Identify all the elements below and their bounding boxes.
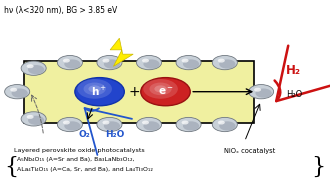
Text: O₂: O₂ bbox=[79, 130, 91, 139]
Circle shape bbox=[26, 64, 34, 68]
Text: NiOₓ cocatalyst: NiOₓ cocatalyst bbox=[224, 148, 275, 154]
Circle shape bbox=[142, 121, 149, 125]
Text: ALa₄Ti₄O₁₅ (A=Ca, Sr, and Ba), and La₄Ti₃O₁₂: ALa₄Ti₄O₁₅ (A=Ca, Sr, and Ba), and La₄Ti… bbox=[17, 167, 153, 172]
Polygon shape bbox=[110, 38, 133, 66]
Circle shape bbox=[21, 61, 46, 75]
Circle shape bbox=[64, 121, 80, 131]
Circle shape bbox=[83, 83, 106, 95]
Circle shape bbox=[219, 121, 235, 131]
Circle shape bbox=[218, 121, 225, 125]
Circle shape bbox=[212, 56, 237, 70]
Circle shape bbox=[63, 59, 70, 63]
Circle shape bbox=[88, 85, 101, 92]
Circle shape bbox=[28, 116, 44, 125]
Text: e$^-$: e$^-$ bbox=[158, 86, 173, 97]
Circle shape bbox=[141, 78, 190, 106]
Circle shape bbox=[75, 78, 124, 106]
Text: H₂: H₂ bbox=[286, 64, 301, 77]
Circle shape bbox=[254, 88, 261, 92]
FancyArrowPatch shape bbox=[85, 108, 132, 155]
Circle shape bbox=[256, 88, 272, 98]
Circle shape bbox=[5, 84, 30, 99]
Circle shape bbox=[136, 117, 162, 132]
Circle shape bbox=[149, 83, 172, 95]
Circle shape bbox=[183, 59, 199, 69]
Circle shape bbox=[154, 85, 167, 92]
Circle shape bbox=[10, 88, 17, 92]
Circle shape bbox=[143, 121, 160, 131]
Text: hν (λ<320 nm), BG > 3.85 eV: hν (λ<320 nm), BG > 3.85 eV bbox=[4, 6, 117, 15]
Circle shape bbox=[77, 79, 112, 99]
Circle shape bbox=[143, 59, 160, 69]
Text: A₅Nb₄O₁₅ (A=Sr and Ba), Ba₃LaNb₃O₁₂,: A₅Nb₄O₁₅ (A=Sr and Ba), Ba₃LaNb₃O₁₂, bbox=[17, 157, 135, 162]
Text: }: } bbox=[311, 156, 325, 178]
Circle shape bbox=[21, 112, 46, 126]
Circle shape bbox=[219, 59, 235, 69]
Text: H₂O: H₂O bbox=[105, 130, 124, 139]
Circle shape bbox=[97, 56, 122, 70]
Circle shape bbox=[12, 88, 28, 98]
Circle shape bbox=[183, 121, 199, 131]
Text: Layered perovskite oxide photocatalysts: Layered perovskite oxide photocatalysts bbox=[14, 148, 145, 153]
Circle shape bbox=[63, 121, 70, 125]
Circle shape bbox=[212, 117, 237, 132]
Text: H₂O: H₂O bbox=[286, 90, 302, 99]
Circle shape bbox=[176, 56, 201, 70]
Circle shape bbox=[28, 65, 44, 74]
Circle shape bbox=[103, 59, 110, 63]
Circle shape bbox=[57, 56, 82, 70]
Circle shape bbox=[143, 79, 178, 99]
FancyArrowPatch shape bbox=[275, 46, 331, 101]
Circle shape bbox=[136, 56, 162, 70]
Circle shape bbox=[97, 117, 122, 132]
Circle shape bbox=[142, 59, 149, 63]
Circle shape bbox=[57, 117, 82, 132]
Circle shape bbox=[64, 59, 80, 69]
Circle shape bbox=[104, 121, 120, 131]
Text: h$^+$: h$^+$ bbox=[91, 85, 108, 98]
Circle shape bbox=[249, 84, 274, 99]
Circle shape bbox=[103, 121, 110, 125]
Circle shape bbox=[176, 117, 201, 132]
Circle shape bbox=[182, 59, 189, 63]
Circle shape bbox=[218, 59, 225, 63]
Text: +: + bbox=[128, 85, 140, 99]
Circle shape bbox=[104, 59, 120, 69]
Circle shape bbox=[26, 115, 34, 119]
Text: {: { bbox=[4, 156, 18, 178]
Bar bbox=[24, 61, 255, 123]
Circle shape bbox=[182, 121, 189, 125]
